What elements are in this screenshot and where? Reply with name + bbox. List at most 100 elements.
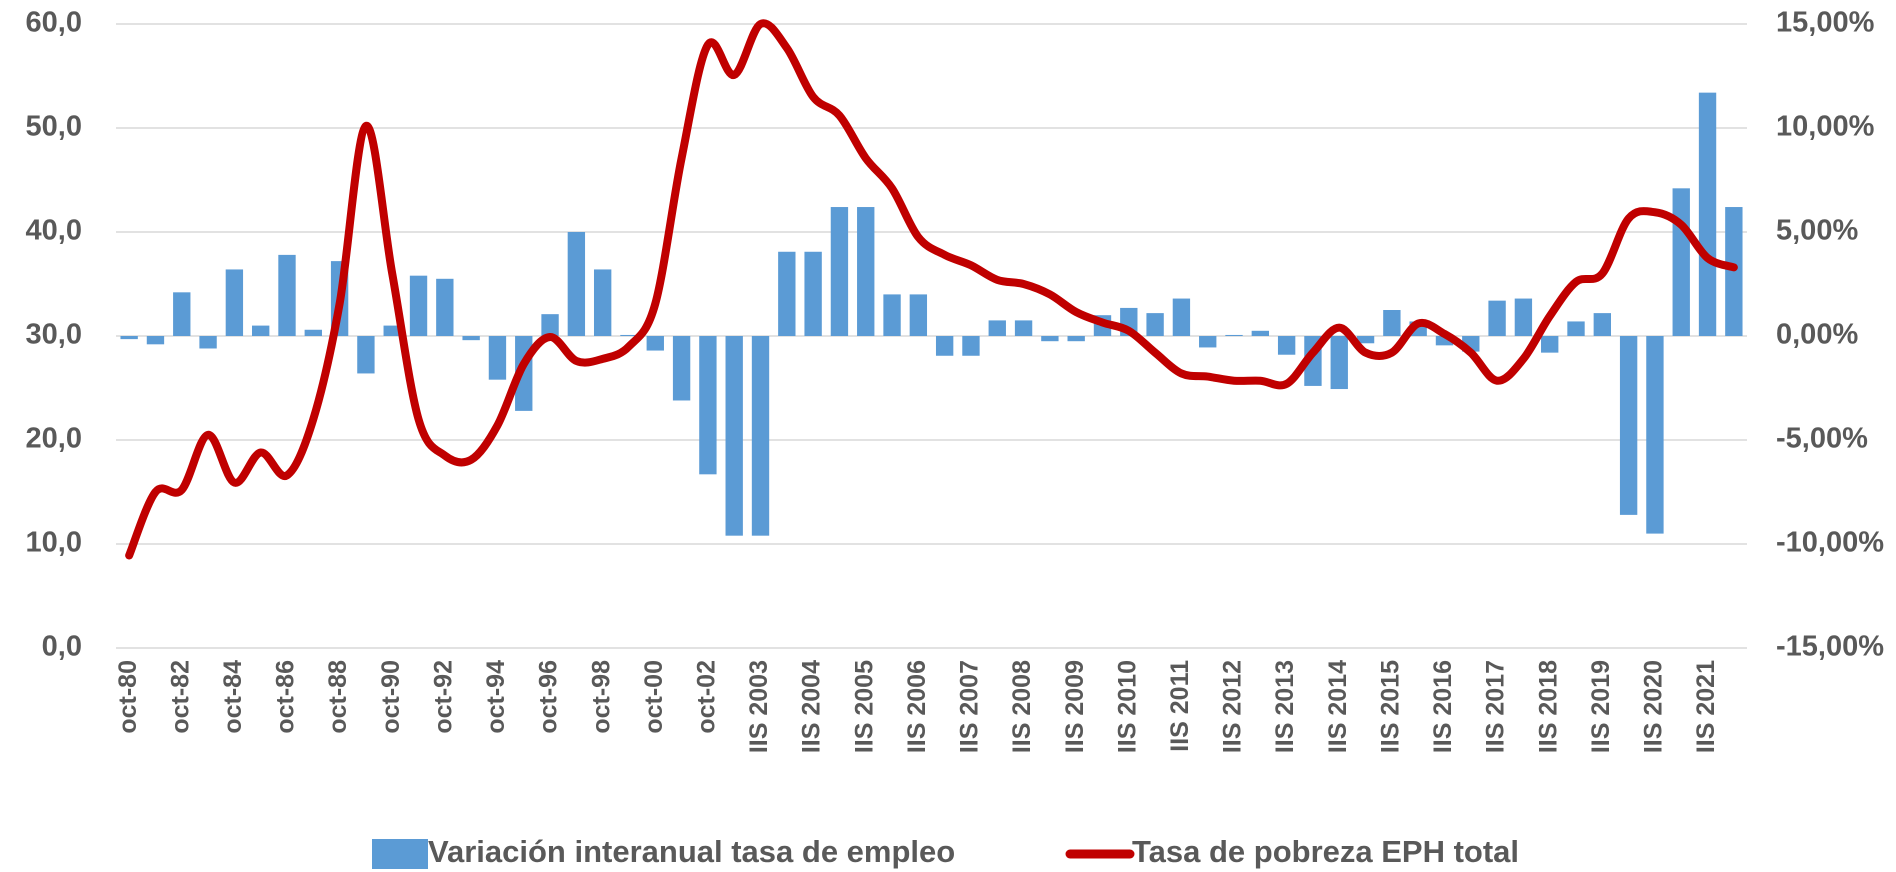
- y-tick-label: 20,0: [26, 423, 82, 455]
- bar: [751, 336, 770, 536]
- bar: [909, 294, 928, 336]
- x-tick-label: IIS 2021: [1692, 660, 1720, 753]
- legend-label: Variación interanual tasa de empleo: [428, 834, 955, 869]
- y2-tick-label: 15,00%: [1776, 7, 1875, 39]
- y-tick-label: 60,0: [26, 7, 82, 39]
- bar: [804, 251, 822, 336]
- bar: [173, 292, 191, 336]
- x-tick-label: IIS 2004: [798, 660, 826, 753]
- x-tick-label: IIS 2015: [1376, 660, 1404, 753]
- x-tick-label: IIS 2003: [745, 660, 773, 753]
- bar: [1435, 336, 1454, 346]
- x-tick-label: oct-02: [693, 660, 721, 734]
- line: [125, 19, 1738, 560]
- bar: [1277, 336, 1296, 355]
- x-tick-label: oct-94: [482, 660, 510, 734]
- x-tick-label: IIS 2013: [1271, 660, 1299, 753]
- bar: [672, 336, 691, 401]
- y2-tick-label: -15,00%: [1776, 631, 1884, 663]
- bar: [252, 325, 270, 336]
- bar: [1593, 313, 1611, 336]
- x-tick-label: oct-84: [219, 660, 247, 734]
- y-tick-label: 0,0: [42, 631, 82, 663]
- bar: [1356, 336, 1375, 344]
- bar: [1199, 336, 1217, 348]
- bar: [409, 275, 428, 336]
- x-tick-label: IIS 2016: [1429, 660, 1457, 753]
- bar: [199, 336, 217, 349]
- y-tick-label: 40,0: [26, 215, 82, 247]
- x-tick-label: oct-92: [429, 660, 457, 734]
- bar: [1225, 334, 1243, 336]
- bar: [1672, 188, 1690, 336]
- y2-tick-label: 5,00%: [1776, 215, 1858, 247]
- bar: [1725, 207, 1743, 336]
- x-tick-label: IIS 2005: [850, 660, 878, 753]
- bar: [1619, 336, 1638, 515]
- y2-tick-label: 0,00%: [1776, 319, 1858, 351]
- bar: [646, 336, 664, 351]
- bar: [146, 336, 165, 345]
- bar: [462, 336, 480, 341]
- x-tick-label: oct-88: [324, 660, 352, 734]
- x-tick-label: IIS 2010: [1113, 660, 1141, 753]
- bar: [1488, 300, 1506, 336]
- y-tick-label: 10,0: [26, 527, 82, 559]
- x-tick-label: IIS 2008: [1008, 660, 1036, 753]
- y2-tick-label: -10,00%: [1776, 527, 1884, 559]
- bar: [962, 336, 980, 356]
- bar: [1383, 310, 1401, 336]
- bar: [778, 251, 796, 336]
- bar: [883, 294, 901, 336]
- bar: [593, 269, 612, 336]
- bar: [1146, 313, 1164, 336]
- bar: [935, 336, 954, 356]
- bar: [620, 334, 638, 336]
- x-tick-label: IIS 2017: [1482, 660, 1510, 753]
- bar: [725, 336, 743, 536]
- bar: [1514, 298, 1533, 336]
- bar: [278, 254, 296, 336]
- x-tick-label: oct-86: [272, 660, 300, 734]
- x-tick-label: IIS 2006: [903, 660, 931, 753]
- bar: [1541, 336, 1559, 353]
- bar: [988, 320, 1006, 336]
- legend-label: Tasa de pobreza EPH total: [1132, 834, 1519, 869]
- x-tick-label: IIS 2014: [1324, 660, 1352, 753]
- x-tick-label: oct-98: [587, 660, 615, 734]
- bar: [1698, 92, 1717, 336]
- bar: [830, 207, 849, 336]
- bar: [1014, 320, 1033, 336]
- x-tick-label: IIS 2012: [1219, 660, 1247, 753]
- bar: [1567, 321, 1585, 336]
- x-tick-label: IIS 2018: [1534, 660, 1562, 753]
- x-tick-label: IIS 2009: [1061, 660, 1089, 753]
- x-tick-label: IIS 2007: [956, 660, 984, 753]
- bar: [567, 232, 586, 336]
- x-tick-label: IIS 2011: [1166, 660, 1194, 752]
- bar: [1067, 336, 1085, 342]
- bar: [225, 269, 244, 336]
- y-tick-label: 30,0: [26, 319, 82, 351]
- bar: [1251, 330, 1270, 336]
- y-tick-label: 50,0: [26, 111, 82, 143]
- x-tick-label: IIS 2019: [1587, 660, 1615, 753]
- x-tick-label: oct-00: [640, 660, 668, 734]
- bar: [1172, 298, 1191, 336]
- y2-tick-label: 10,00%: [1776, 111, 1875, 143]
- bar: [1041, 336, 1059, 342]
- bar: [541, 314, 559, 336]
- x-tick-label: oct-80: [114, 660, 142, 734]
- bar: [436, 278, 454, 336]
- x-tick-label: oct-90: [377, 660, 405, 734]
- bar: [857, 207, 875, 336]
- bar: [488, 336, 507, 380]
- bar: [304, 329, 322, 336]
- bar: [357, 336, 375, 374]
- y2-tick-label: -5,00%: [1776, 423, 1868, 455]
- bar: [383, 325, 401, 336]
- bar: [699, 336, 717, 475]
- legend-swatch: [372, 839, 428, 869]
- bar: [120, 336, 138, 340]
